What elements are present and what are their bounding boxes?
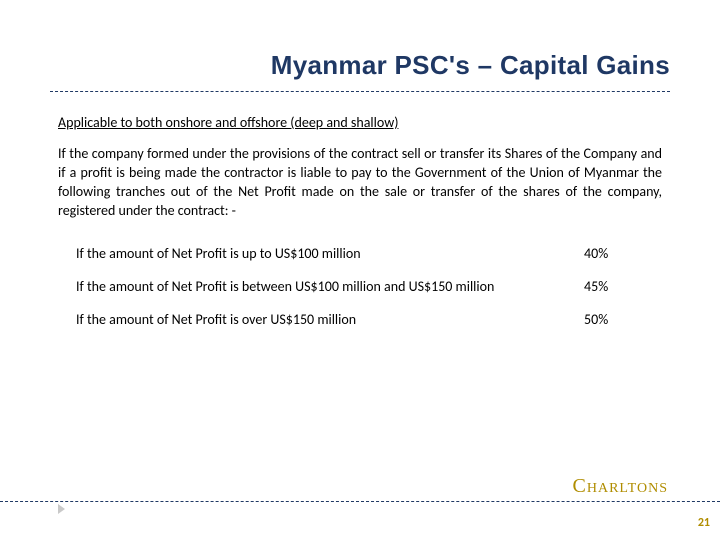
page-title: Myanmar PSC's – Capital Gains <box>50 50 670 81</box>
table-row: If the amount of Net Profit is between U… <box>76 278 644 295</box>
slide-bullet-icon <box>58 504 65 514</box>
page-number: 21 <box>698 516 710 530</box>
tranche-pct: 50% <box>584 311 644 328</box>
tranche-pct: 40% <box>584 245 644 262</box>
brand-logo-text: Charltons <box>573 475 668 498</box>
body-paragraph: If the company formed under the provisio… <box>58 145 662 221</box>
subheading: Applicable to both onshore and offshore … <box>58 114 662 131</box>
footer: Charltons <box>0 501 720 502</box>
title-container: Myanmar PSC's – Capital Gains <box>0 0 720 92</box>
tranche-desc: If the amount of Net Profit is between U… <box>76 278 584 295</box>
table-row: If the amount of Net Profit is over US$1… <box>76 311 644 328</box>
tranche-table: If the amount of Net Profit is up to US$… <box>58 245 662 328</box>
tranche-desc: If the amount of Net Profit is up to US$… <box>76 245 584 262</box>
tranche-desc: If the amount of Net Profit is over US$1… <box>76 311 584 328</box>
slide: Myanmar PSC's – Capital Gains Applicable… <box>0 0 720 540</box>
table-row: If the amount of Net Profit is up to US$… <box>76 245 644 262</box>
tranche-pct: 45% <box>584 278 644 295</box>
body-area: Applicable to both onshore and offshore … <box>0 92 720 328</box>
footer-divider <box>0 501 720 502</box>
